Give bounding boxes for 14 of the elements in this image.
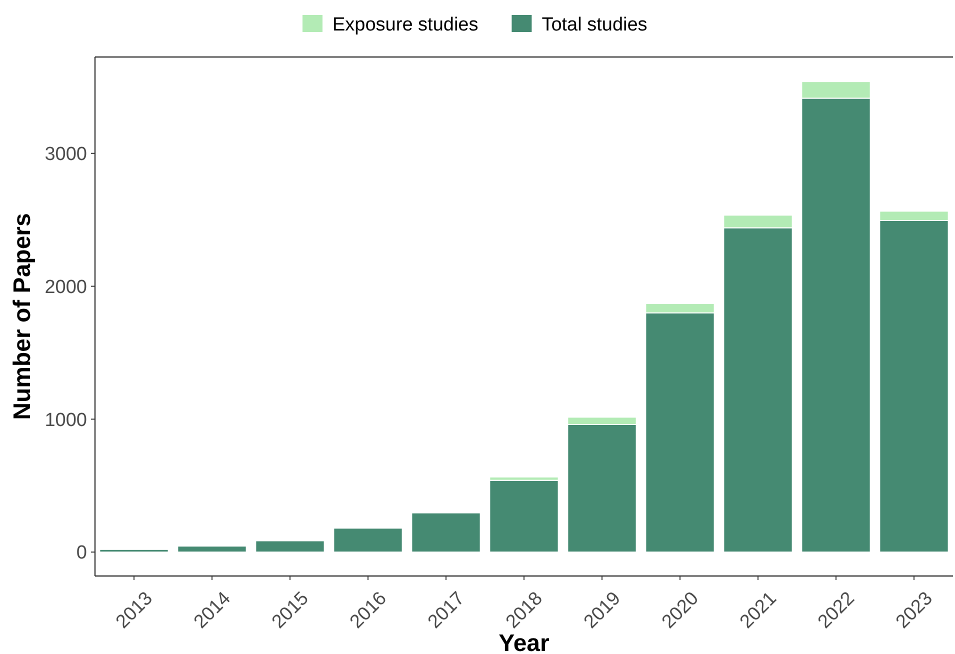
- legend-label: Total studies: [542, 14, 648, 36]
- x-axis-title: Year: [498, 630, 550, 654]
- y-tick-label: 0: [76, 542, 87, 564]
- bar: [489, 480, 559, 553]
- legend-label: Exposure studies: [332, 14, 478, 36]
- y-axis-title: Number of Papers: [9, 213, 36, 420]
- bar: [177, 546, 247, 553]
- y-tick-label: 2000: [44, 276, 87, 298]
- bar: [255, 540, 325, 553]
- y-tick-label: 3000: [44, 144, 87, 166]
- y-tick-label: 1000: [44, 410, 87, 431]
- bar: [99, 548, 169, 553]
- bar: [411, 512, 481, 553]
- bar: [333, 528, 403, 553]
